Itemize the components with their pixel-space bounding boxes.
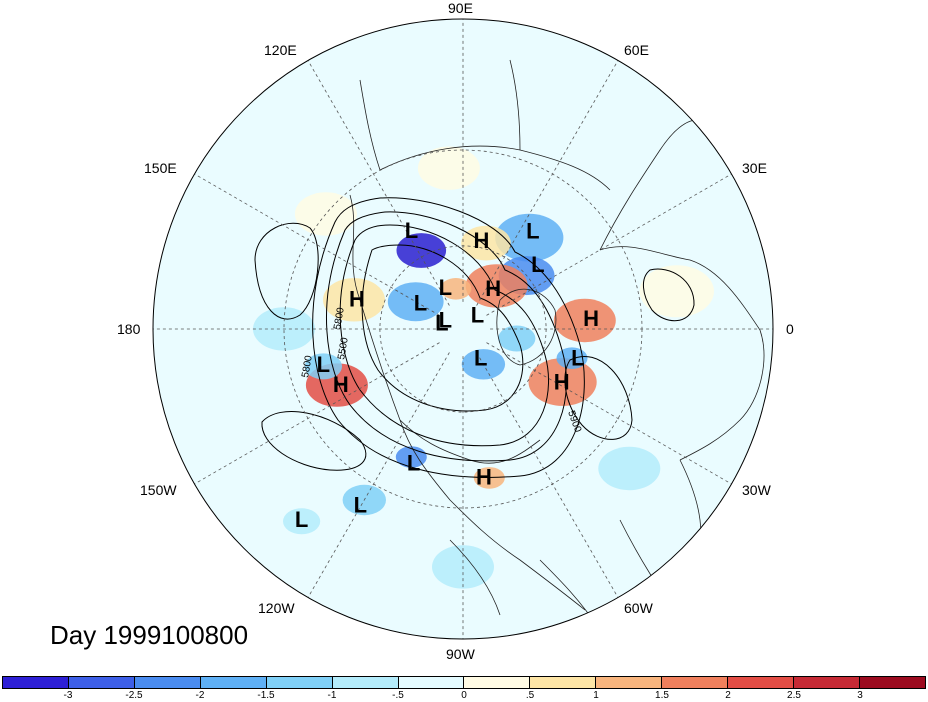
colorbar bbox=[2, 676, 926, 689]
lon-label-150w: 150W bbox=[140, 482, 177, 498]
low-pressure-marker: L bbox=[474, 345, 487, 370]
high-pressure-marker: H bbox=[333, 372, 349, 397]
low-pressure-marker: L bbox=[317, 352, 330, 377]
meridian-line bbox=[194, 173, 440, 316]
lon-label-150e: 150E bbox=[144, 160, 177, 176]
colorbar-tick: 3 bbox=[857, 690, 863, 701]
low-pressure-marker: L bbox=[531, 252, 544, 277]
anomaly-blob bbox=[304, 353, 342, 380]
colorbar-swatch bbox=[464, 677, 531, 688]
high-pressure-marker: H bbox=[476, 465, 492, 490]
colorbar-swatch bbox=[662, 677, 729, 688]
colorbar-tick: -1 bbox=[327, 690, 337, 701]
colorbar-tick: -2 bbox=[195, 690, 205, 701]
anomaly-blob bbox=[283, 508, 321, 535]
colorbar-swatch bbox=[794, 677, 860, 688]
low-pressure-marker: L bbox=[571, 346, 584, 371]
low-pressure-marker: L bbox=[414, 290, 427, 315]
colorbar-swatch bbox=[200, 677, 267, 688]
colorbar-swatch bbox=[859, 677, 925, 688]
meridian-line bbox=[476, 60, 619, 306]
high-pressure-marker: H bbox=[554, 370, 570, 395]
anomaly-blob bbox=[294, 192, 357, 236]
colorbar-tick-labels: -3 -2.5 -2 -1.5 -1 -.5 0 .5 1 1.5 2 2.5 3 bbox=[0, 690, 928, 702]
colorbar-swatch bbox=[266, 677, 333, 688]
map-title: Day 1999100800 bbox=[50, 620, 249, 650]
lon-label-120e: 120E bbox=[264, 42, 297, 58]
low-pressure-marker: L bbox=[471, 303, 484, 328]
colorbar-swatch bbox=[530, 677, 597, 688]
anomaly-blob bbox=[440, 278, 472, 300]
contour-label: 5800 bbox=[300, 354, 315, 378]
colorbar-tick: 2 bbox=[725, 690, 731, 701]
low-pressure-marker: L bbox=[354, 493, 367, 518]
anomaly-blob bbox=[639, 265, 714, 318]
colorbar-swatch bbox=[332, 677, 399, 688]
low-pressure-marker: L bbox=[435, 310, 448, 335]
anomaly-blob bbox=[556, 347, 588, 370]
high-pressure-marker: H bbox=[349, 286, 365, 311]
colorbar-swatch bbox=[596, 677, 663, 688]
high-pressure-marker: H bbox=[474, 228, 490, 253]
low-pressure-marker: L bbox=[439, 275, 452, 300]
anomaly-blob bbox=[528, 358, 597, 406]
lon-label-0: 0 bbox=[786, 321, 794, 337]
anomaly-blob bbox=[465, 264, 528, 308]
high-pressure-marker: H bbox=[485, 276, 501, 301]
colorbar-tick: -3 bbox=[63, 690, 73, 701]
colorbar-swatch bbox=[3, 677, 69, 688]
lon-label-30e: 30E bbox=[742, 160, 767, 176]
anomaly-blob bbox=[553, 298, 616, 343]
anomaly-blob bbox=[396, 233, 447, 268]
low-pressure-marker: L bbox=[295, 507, 308, 532]
low-pressure-marker: L bbox=[526, 219, 539, 244]
colorbar-tick: -1.5 bbox=[257, 690, 275, 701]
anomaly-blob bbox=[461, 225, 511, 261]
meridian-line bbox=[307, 60, 450, 306]
anomaly-blob bbox=[323, 278, 385, 322]
lon-label-90e: 90E bbox=[448, 0, 473, 16]
lon-label-120w: 120W bbox=[258, 600, 295, 616]
colorbar-tick: -.5 bbox=[392, 690, 404, 701]
map-boundary bbox=[152, 18, 774, 640]
colorbar-swatch bbox=[134, 677, 201, 688]
colorbar-tick: 1.5 bbox=[655, 690, 669, 701]
anomaly-blob bbox=[598, 446, 661, 491]
lon-label-90w: 90W bbox=[446, 646, 475, 662]
lon-label-60e: 60E bbox=[624, 42, 649, 58]
colorbar-swatch bbox=[398, 677, 465, 688]
anomaly-blob bbox=[417, 146, 480, 190]
contour-label: 5500 bbox=[336, 336, 351, 360]
anomaly-blob bbox=[495, 213, 564, 262]
contour-label: 5800 bbox=[332, 306, 347, 330]
colorbar-tick: 2.5 bbox=[787, 690, 801, 701]
graticule bbox=[153, 19, 773, 639]
high-pressure-marker: H bbox=[583, 306, 599, 331]
colorbar-tick: -2.5 bbox=[125, 690, 143, 701]
meridian-line bbox=[486, 342, 732, 485]
colorbar-swatch bbox=[728, 677, 795, 688]
meridian-line bbox=[307, 352, 450, 598]
low-pressure-marker: L bbox=[405, 218, 418, 243]
lon-label-30w: 30W bbox=[742, 482, 771, 498]
lon-label-180: 180 bbox=[117, 321, 141, 337]
colorbar-tick: 1 bbox=[593, 690, 599, 701]
anomaly-blob bbox=[387, 282, 444, 322]
colorbar-swatch bbox=[68, 677, 135, 688]
meridian-line bbox=[486, 173, 732, 316]
meridian-line bbox=[194, 342, 440, 485]
colorbar-tick: .5 bbox=[525, 690, 535, 701]
low-pressure-marker: L bbox=[439, 308, 452, 333]
colorbar-tick: 0 bbox=[461, 690, 467, 701]
low-pressure-marker: L bbox=[407, 451, 420, 476]
lon-label-60w: 60W bbox=[624, 600, 653, 616]
meridian-line bbox=[476, 352, 619, 598]
